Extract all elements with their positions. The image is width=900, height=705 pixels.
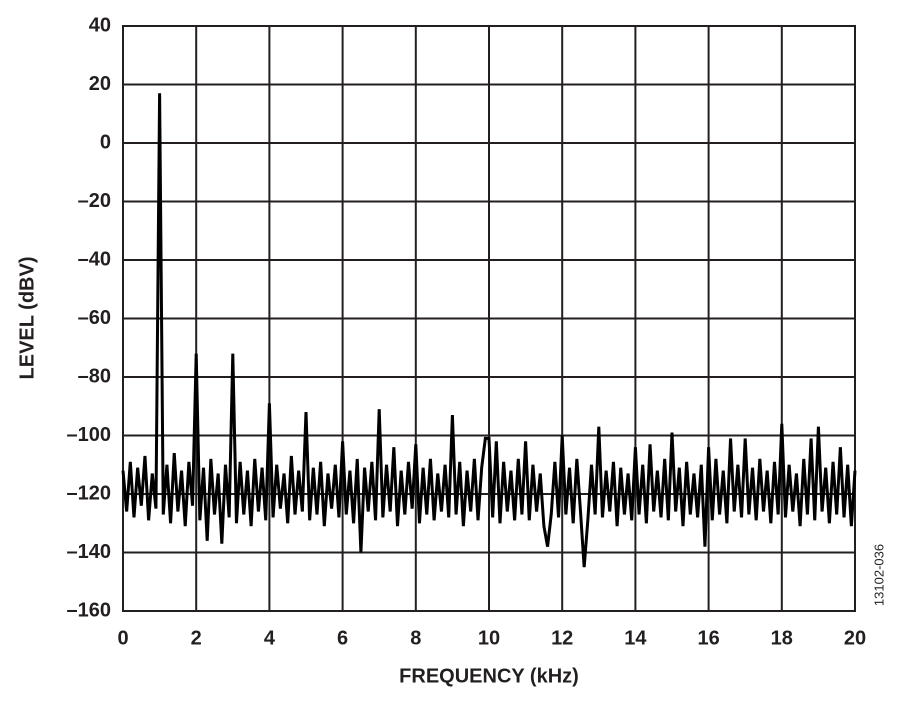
x-tick-label: 4	[264, 627, 276, 649]
y-tick-label: –40	[78, 248, 111, 270]
y-tick-label: –20	[78, 190, 111, 212]
x-tick-label: 20	[844, 627, 866, 649]
x-tick-label: 18	[771, 627, 793, 649]
y-tick-label: –60	[78, 307, 111, 329]
x-tick-label: 10	[478, 627, 500, 649]
x-tick-label: 14	[624, 627, 647, 649]
x-tick-label: 6	[337, 627, 348, 649]
x-tick-label: 0	[117, 627, 128, 649]
x-tick-label: 16	[697, 627, 719, 649]
y-axis-label: LEVEL (dBV)	[16, 257, 38, 380]
x-tick-label: 8	[410, 627, 421, 649]
y-tick-label: 20	[89, 73, 111, 95]
plot-border	[122, 25, 856, 612]
y-tick-label: –120	[67, 482, 112, 504]
x-tick-label: 2	[191, 627, 202, 649]
figure-id: 13102-036	[871, 544, 886, 606]
x-axis-label: FREQUENCY (kHz)	[399, 665, 579, 687]
spectrum-line	[121, 93, 857, 568]
y-tick-label: –140	[67, 541, 112, 563]
x-tick-label: 12	[551, 627, 573, 649]
y-tick-label: –160	[67, 599, 112, 621]
y-tick-label: –80	[78, 365, 111, 387]
y-tick-label: 40	[89, 14, 111, 36]
y-tick-label: 0	[100, 131, 111, 153]
y-tick-label: –100	[67, 424, 112, 446]
